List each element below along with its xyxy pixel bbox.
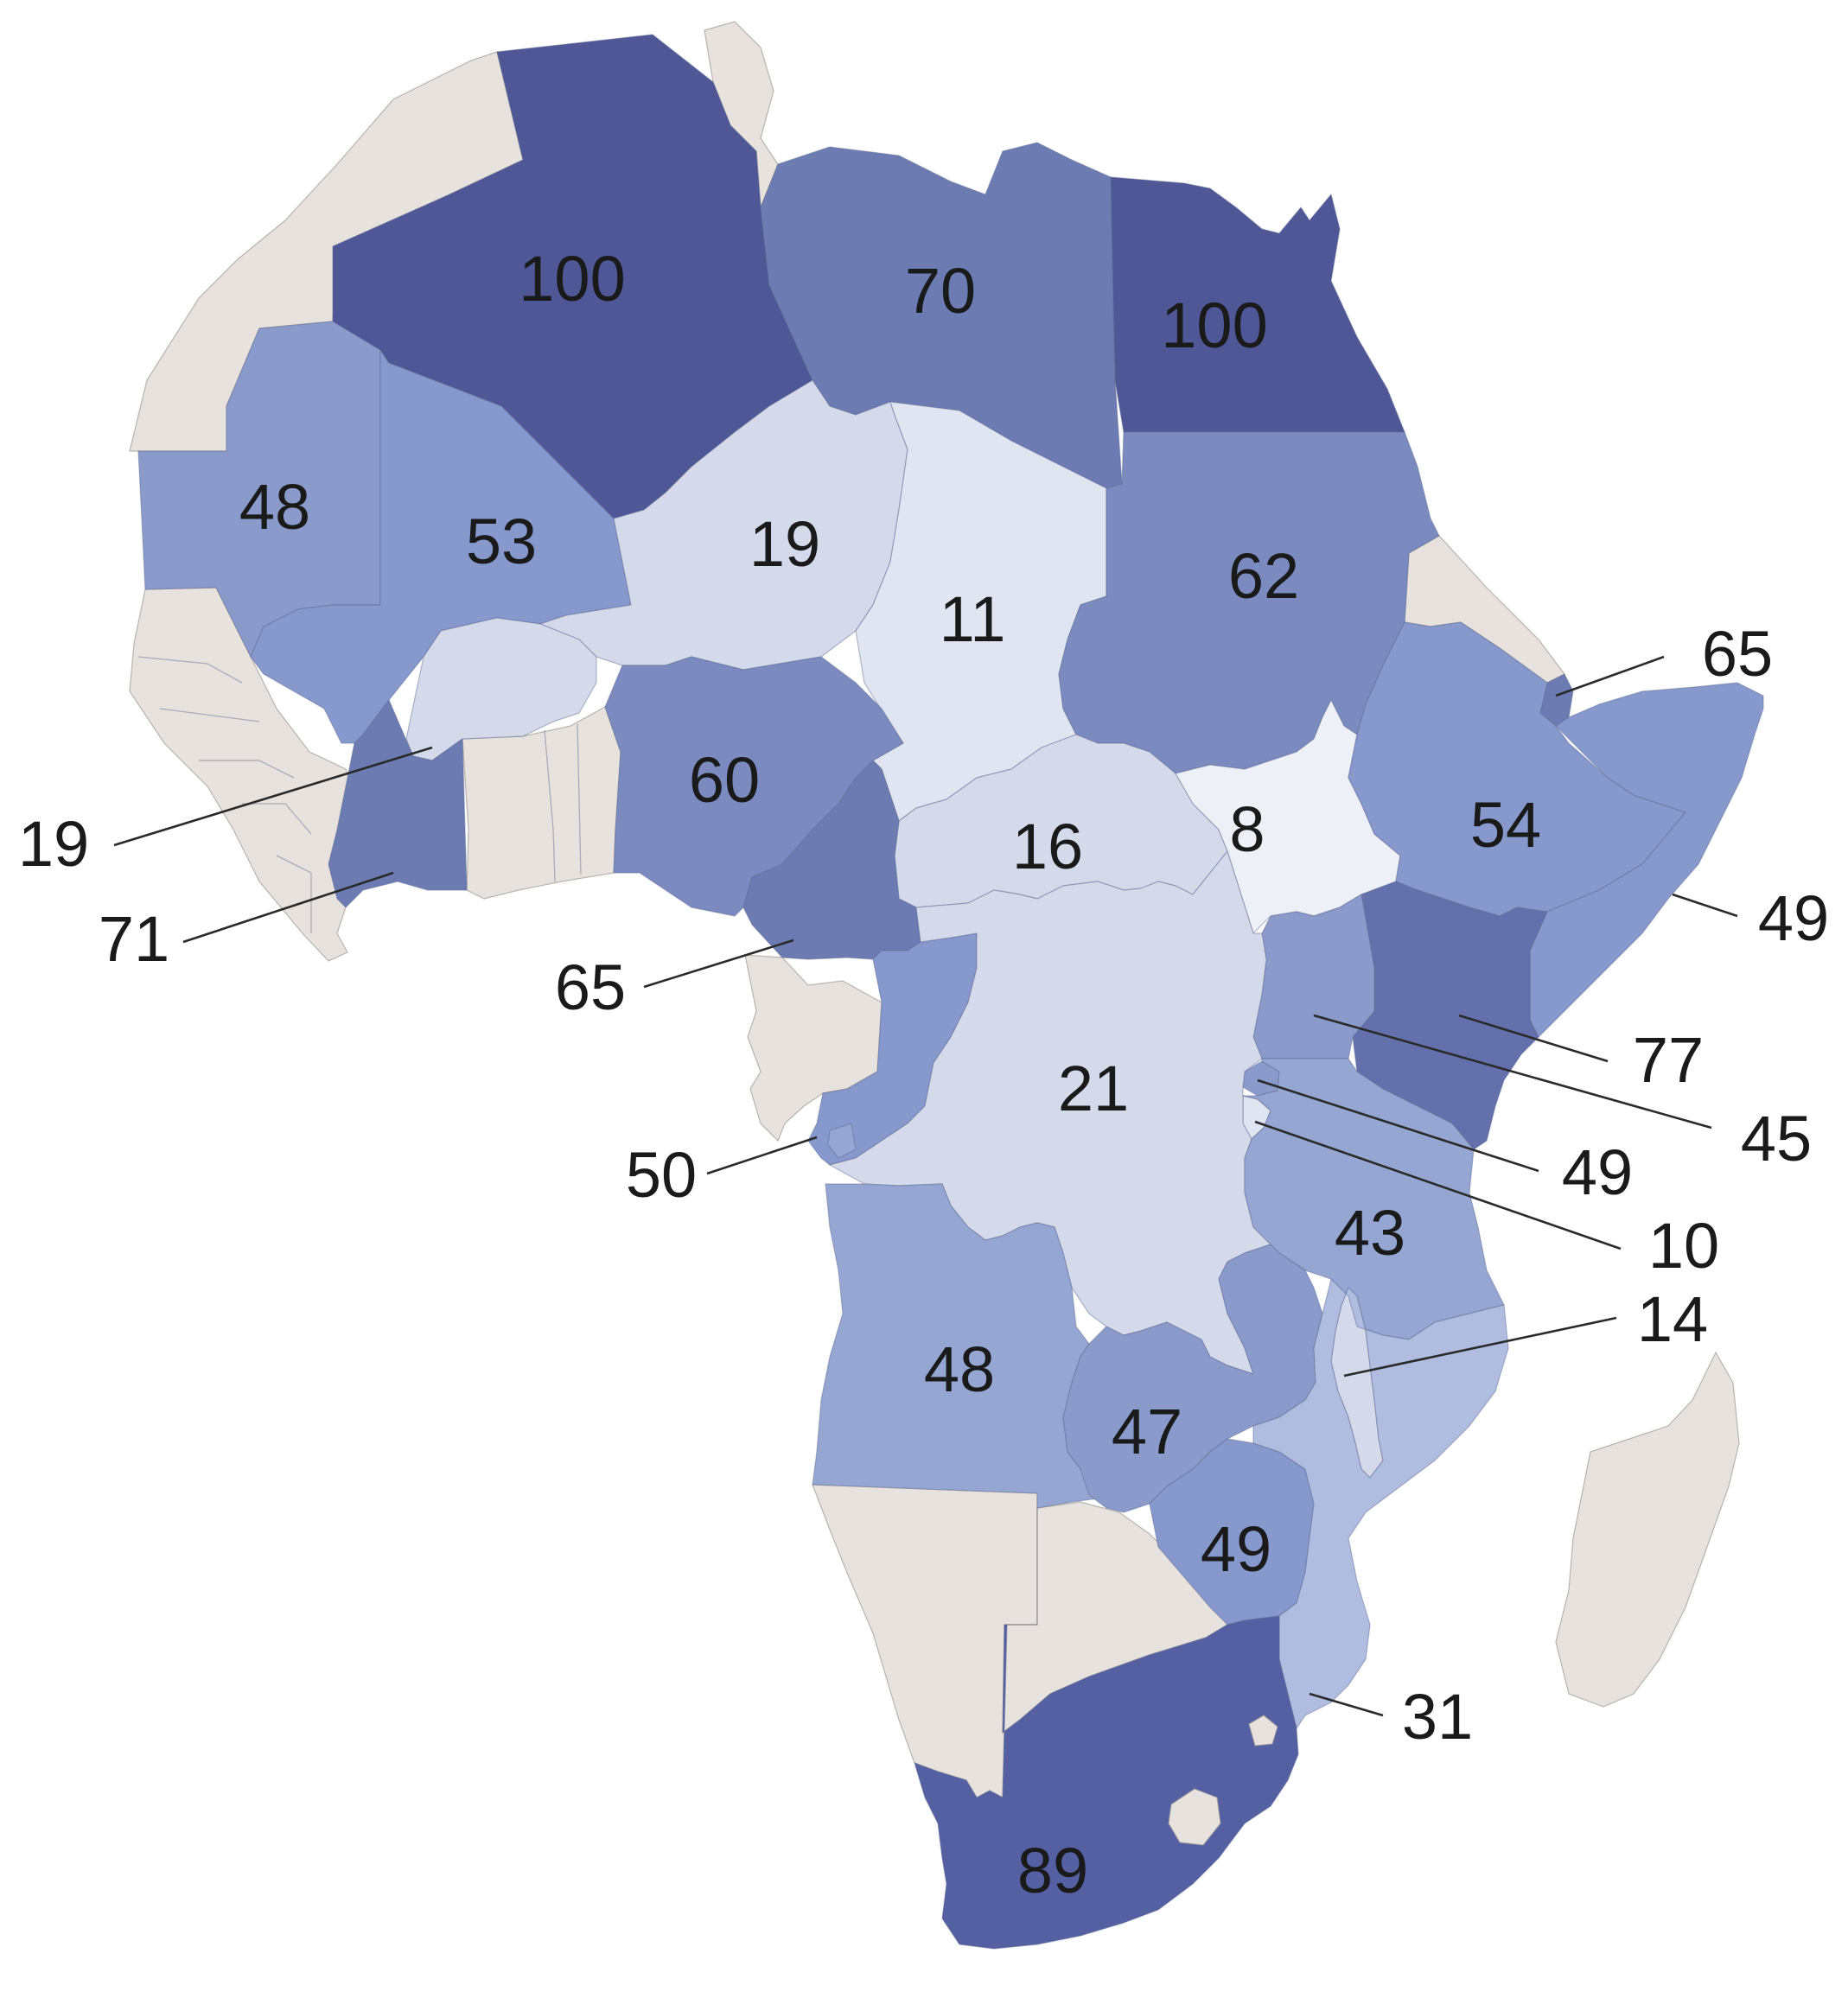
gabon-eq-guinea-region: [744, 954, 883, 1142]
west-coast-borders: [137, 656, 312, 933]
label-niger: 19: [749, 508, 820, 580]
label-chad: 11: [940, 583, 1006, 655]
leader-burundi: [1254, 1120, 1622, 1250]
kenya-region: [1352, 881, 1548, 1150]
label-ethiopia: 54: [1470, 789, 1541, 861]
west-coast-region: [129, 587, 364, 962]
label-cote-divoire: 71: [99, 903, 169, 975]
label-south-africa: 89: [1017, 1835, 1088, 1906]
cote-divoire-region: [328, 699, 468, 908]
leader-rwanda: [1257, 1079, 1539, 1173]
label-kenya: 77: [1633, 1024, 1704, 1096]
leader-mozambique: [1309, 1692, 1384, 1717]
eswatini-enclave: [1248, 1715, 1278, 1747]
somalia-region: [1529, 682, 1764, 1038]
label-nigeria: 60: [689, 744, 760, 816]
burkina-faso-region: [405, 617, 597, 761]
leader-somalia: [1672, 893, 1738, 918]
label-malawi: 14: [1637, 1283, 1708, 1355]
label-rwanda: 49: [1562, 1136, 1633, 1208]
label-sudan: 62: [1228, 540, 1299, 612]
label-cameroon: 65: [555, 951, 626, 1023]
leader-uganda: [1313, 1014, 1712, 1129]
cameroon-region: [742, 760, 921, 960]
label-zimbabwe: 49: [1201, 1513, 1271, 1585]
label-burkina-faso: 19: [18, 808, 89, 880]
label-drc: 21: [1058, 1053, 1129, 1124]
label-algeria: 100: [519, 243, 625, 315]
label-angola: 48: [924, 1333, 995, 1405]
leader-malawi: [1343, 1316, 1617, 1378]
label-car: 16: [1012, 811, 1083, 882]
label-djibouti: 65: [1702, 618, 1773, 690]
label-south-sudan: 8: [1229, 793, 1265, 865]
leader-cote-divoire: [182, 871, 394, 944]
label-mauritania: 48: [239, 471, 310, 543]
ghana-togo-benin-borders: [544, 723, 582, 882]
label-congo: 50: [626, 1139, 697, 1211]
value-labels: 100 70 100 48 53 19 11 62 65 19 60 16 8 …: [18, 243, 1829, 1906]
label-zambia: 47: [1112, 1396, 1182, 1467]
leader-congo: [706, 1136, 818, 1175]
lesotho-enclave: [1168, 1788, 1221, 1846]
leader-djibouti: [1555, 655, 1665, 697]
madagascar-region: [1555, 1351, 1740, 1708]
label-burundi: 10: [1648, 1210, 1719, 1282]
label-somalia: 49: [1758, 882, 1829, 954]
leader-cameroon: [643, 939, 794, 989]
mozambique-region: [1252, 1278, 1509, 1729]
label-tanzania: 43: [1335, 1197, 1405, 1269]
label-mali: 53: [466, 506, 537, 577]
label-egypt: 100: [1161, 290, 1267, 361]
label-uganda: 45: [1741, 1103, 1812, 1174]
label-libya: 70: [905, 255, 976, 327]
leader-burkina: [113, 746, 433, 847]
leader-kenya: [1458, 1014, 1609, 1063]
label-mozambique: 31: [1402, 1681, 1473, 1753]
